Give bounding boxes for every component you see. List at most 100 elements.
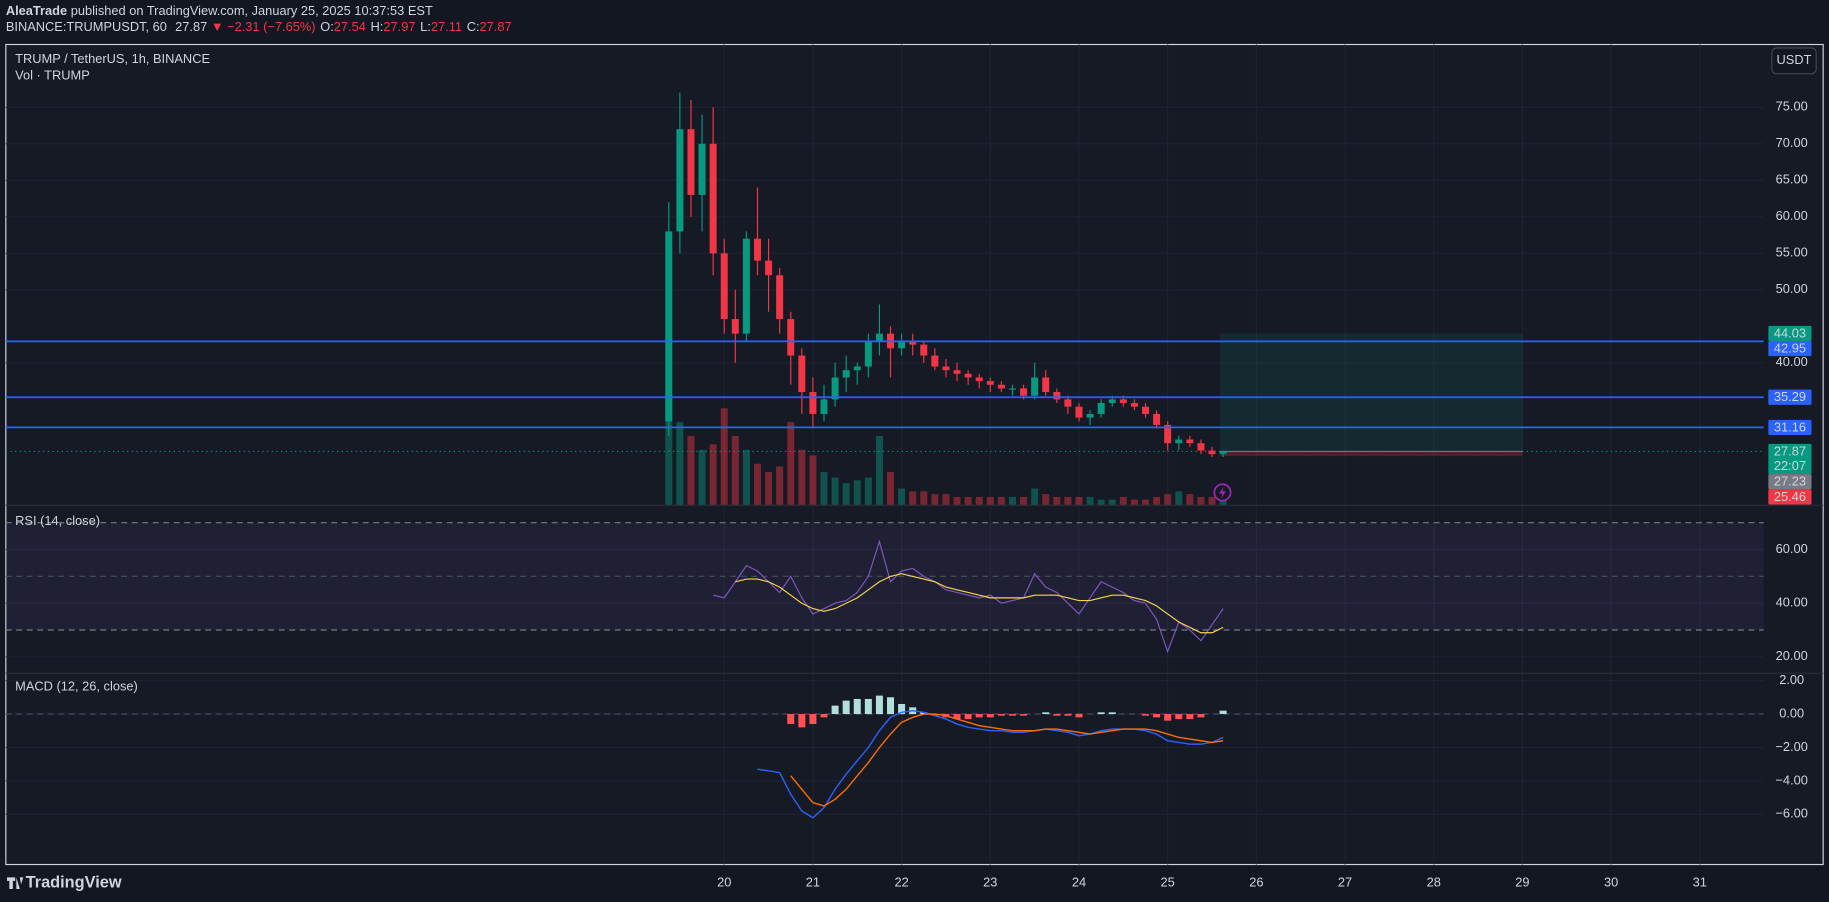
volume-bar [1075, 496, 1083, 506]
histogram-bar [831, 705, 839, 715]
histogram-bar [986, 714, 994, 718]
volume-bar [887, 471, 895, 506]
histogram-bar [887, 697, 895, 715]
candle-body [1108, 399, 1116, 404]
candle-body [687, 129, 695, 195]
histogram-bar [1064, 714, 1072, 716]
candle-body [820, 399, 828, 414]
histogram-bar [1142, 714, 1150, 716]
volume-bar [809, 455, 817, 506]
header-line: AleaTrade published on TradingView.com, … [6, 3, 433, 18]
price-label: 27.87 [1774, 443, 1806, 458]
volume-bar [698, 449, 706, 506]
histogram-bar [1097, 712, 1105, 715]
position-loss-zone [1220, 451, 1523, 457]
macd-legend: MACD (12, 26, close) [15, 679, 138, 694]
candle-body [676, 129, 684, 232]
volume-bar [1064, 496, 1072, 506]
candle-body [920, 344, 928, 356]
chart-frame [5, 43, 1824, 866]
candle-body [975, 377, 983, 382]
candle-body [1153, 413, 1161, 425]
volume-bar [1208, 496, 1216, 506]
candle-body [1097, 403, 1105, 414]
candle-body [1053, 392, 1061, 400]
volume-bar [942, 494, 950, 506]
price-label-box [1768, 389, 1812, 405]
histogram-bar [964, 714, 972, 720]
histogram-bar [1186, 714, 1194, 720]
candle-body [698, 143, 706, 195]
volume-bar [1119, 496, 1127, 506]
volume-bar [1175, 491, 1183, 506]
y-tick-label: 40.00 [1776, 595, 1808, 610]
y-tick-label: 65.00 [1776, 172, 1808, 187]
currency-button[interactable] [1771, 47, 1817, 75]
currency-label[interactable]: USDT [1777, 52, 1812, 67]
chart-title: TRUMP / TetherUS, 1h, BINANCE [15, 51, 210, 66]
author: AleaTrade [6, 3, 67, 18]
volume-bar [1186, 494, 1194, 506]
histogram-bar [931, 714, 939, 716]
price-label-box [1768, 419, 1812, 435]
volume-bar [864, 477, 872, 506]
volume-bar [1164, 494, 1172, 506]
candle-body [709, 143, 717, 254]
price-label: 42.95 [1774, 341, 1806, 356]
x-tick-label: 28 [1427, 875, 1441, 890]
candle-body [953, 370, 961, 374]
candle-body [1175, 439, 1183, 444]
candle-body [864, 340, 872, 367]
candle-body [1208, 450, 1216, 455]
volume-bar [1020, 496, 1028, 506]
y-tick-label: 55.00 [1776, 245, 1808, 260]
indicator-line [713, 539, 1224, 654]
volume-bar [687, 435, 695, 506]
candle-body [1031, 377, 1039, 396]
volume-bar [765, 471, 773, 506]
x-tick-label: 27 [1338, 875, 1352, 890]
y-tick-label: 75.00 [1776, 99, 1808, 114]
histogram-bar [1153, 714, 1161, 718]
histogram-bar [853, 698, 861, 715]
y-tick-label: −6.00 [1775, 806, 1807, 821]
change: ▼ −2.31 (−7.65%) [211, 20, 316, 35]
candle-body [1020, 388, 1028, 396]
countdown-label: 22:07 [1774, 458, 1806, 473]
ohlc-key: L: [420, 20, 431, 35]
volume-bar [798, 449, 806, 506]
candle-body [809, 392, 817, 414]
volume-bar [964, 496, 972, 506]
volume-bar [975, 496, 983, 506]
x-tick-label: 22 [894, 875, 908, 890]
ohlc-value: 27.87 [480, 20, 512, 35]
histogram-bar [820, 714, 828, 718]
candle-body [1086, 413, 1094, 418]
x-tick-label: 24 [1072, 875, 1086, 890]
histogram-bar [864, 698, 872, 715]
candle-body [875, 333, 883, 341]
x-tick-label: 29 [1515, 875, 1529, 890]
volume-bar [1153, 496, 1161, 506]
y-tick-label: 20.00 [1776, 648, 1808, 663]
candle-body [1219, 451, 1227, 454]
volume-bar [1108, 499, 1116, 506]
y-tick-label: 70.00 [1776, 135, 1808, 150]
histogram-bar [1219, 710, 1227, 715]
candle-body [798, 355, 806, 393]
x-tick-label: 30 [1604, 875, 1618, 890]
volume-bar [676, 422, 684, 506]
histogram-bar [1197, 714, 1205, 718]
x-tick-label: 20 [717, 875, 731, 890]
histogram-bar [1053, 714, 1061, 716]
histogram-bar [787, 714, 795, 725]
volume-bar [853, 480, 861, 506]
price-label: 27.23 [1774, 474, 1806, 489]
brand-logo [6, 877, 24, 890]
volume-bar [1031, 488, 1039, 506]
x-tick-label: 21 [806, 875, 820, 890]
y-tick-label: −2.00 [1775, 739, 1807, 754]
volume-bar [1086, 496, 1094, 506]
